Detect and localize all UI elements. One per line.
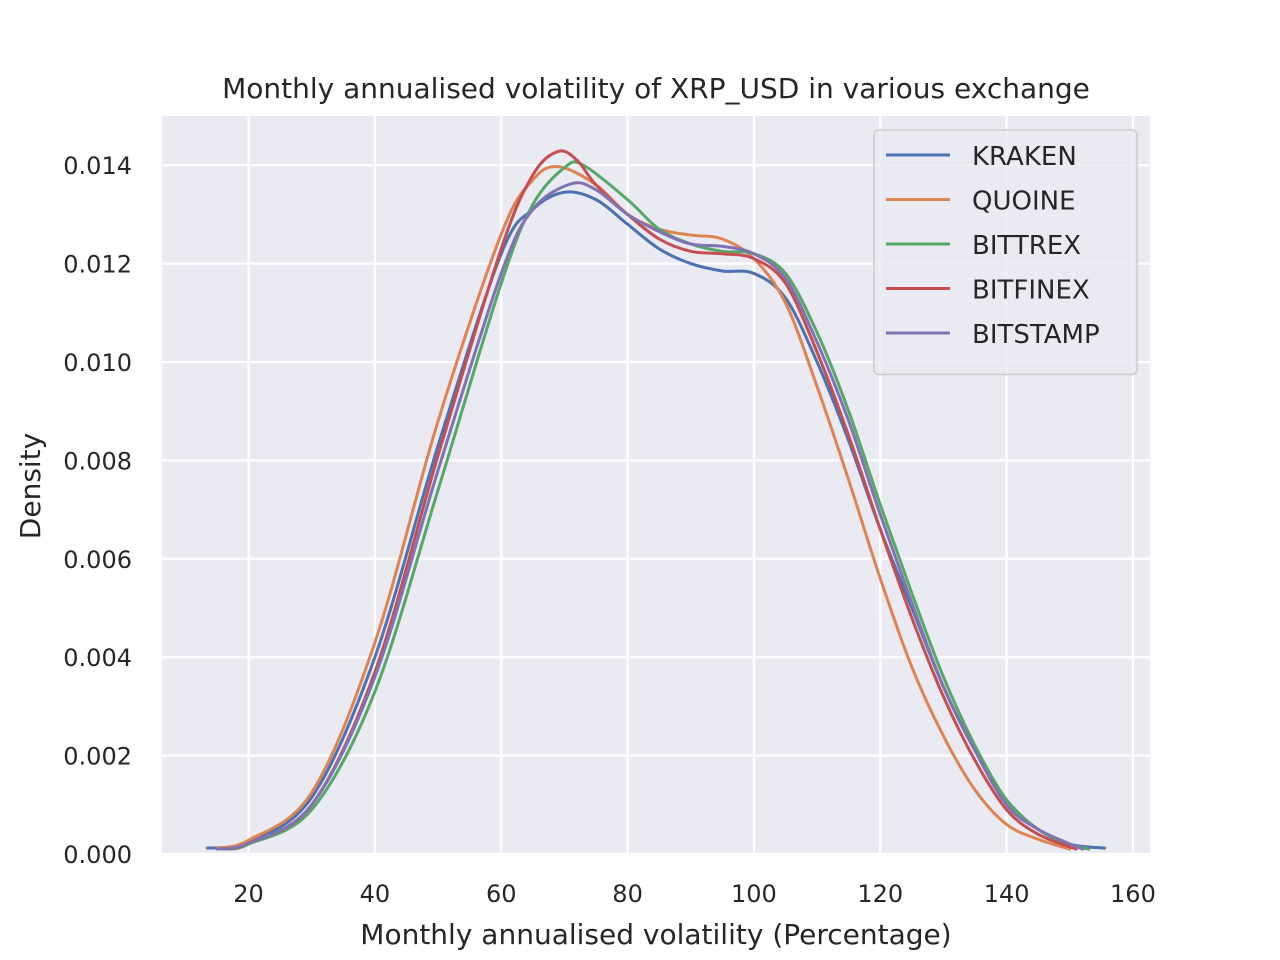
legend-label: QUOINE <box>972 187 1076 217</box>
y-tick-label: 0.012 <box>63 251 132 279</box>
x-tick-label: 140 <box>984 880 1030 908</box>
x-tick-label: 120 <box>857 880 903 908</box>
y-tick-label: 0.006 <box>63 546 132 574</box>
y-tick-label: 0.008 <box>63 447 132 475</box>
y-axis-ticks: 0.000 0.002 0.004 0.006 0.008 0.010 0.012 0.014 <box>63 152 132 869</box>
y-axis-label: Density <box>14 433 47 539</box>
x-tick-label: 80 <box>612 880 643 908</box>
series-line-bitfinex <box>221 149 1078 851</box>
series-line-bitstamp <box>215 181 1084 851</box>
x-tick-label: 60 <box>486 880 517 908</box>
x-tick-label: 100 <box>731 880 777 908</box>
x-axis-ticks: 20 40 60 80 100 120 140 160 <box>233 880 1156 908</box>
y-tick-label: 0.014 <box>63 152 132 180</box>
legend-box <box>873 129 1138 376</box>
series-line-quoine <box>215 165 1072 851</box>
legend: KRAKEN QUOINE BITTREX BITFINEX BITSTAMP <box>873 129 1138 376</box>
legend-label: BITSTAMP <box>972 320 1100 350</box>
legend-label: BITTREX <box>972 231 1081 261</box>
x-tick-label: 20 <box>233 880 264 908</box>
x-axis-label: Monthly annualised volatility (Percentag… <box>360 918 951 951</box>
y-tick-label: 0.004 <box>63 644 132 672</box>
legend-label: KRAKEN <box>972 142 1077 172</box>
series-line-bittrex <box>228 160 1091 851</box>
y-tick-label: 0.002 <box>63 743 132 771</box>
x-tick-label: 40 <box>360 880 391 908</box>
series-lines <box>205 149 1107 851</box>
x-tick-label: 160 <box>1110 880 1156 908</box>
legend-label: BITFINEX <box>972 276 1090 306</box>
y-tick-label: 0.010 <box>63 349 132 377</box>
chart-title: Monthly annualised volatility of XRP_USD… <box>222 72 1090 105</box>
y-tick-label: 0.000 <box>63 841 132 869</box>
